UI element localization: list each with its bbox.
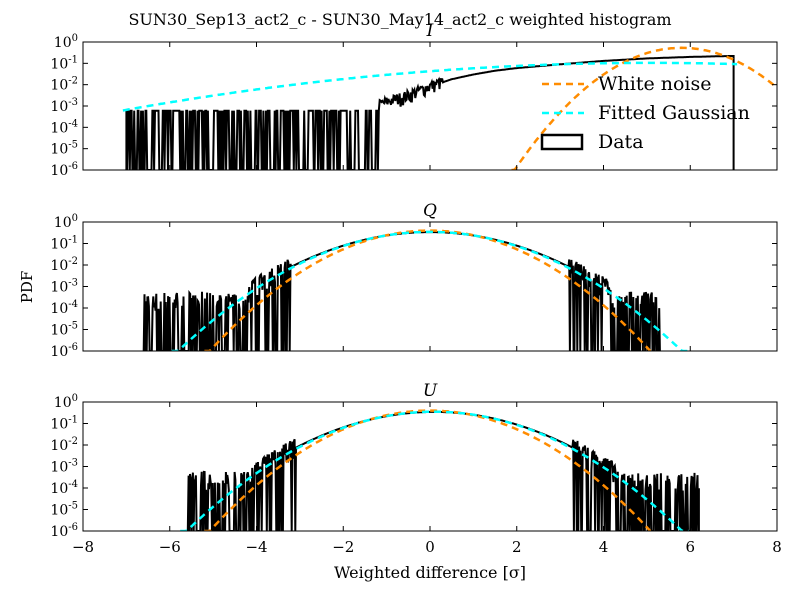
- y-tick-label: 10-1: [50, 54, 78, 72]
- legend-item-white-noise: White noise: [542, 73, 712, 95]
- legend-label: White noise: [598, 73, 712, 95]
- y-tick-label: 10-5: [50, 321, 78, 339]
- y-tick-label: 10-6: [50, 161, 78, 179]
- panels: I 100 10-1 10-2 10-3 10-4 10-5 10-6 Q 100 10-1 10-2…: [50, 21, 781, 556]
- panel-title: I: [426, 21, 434, 41]
- y-tick-label: 10-2: [50, 256, 78, 274]
- y-tick-label: 100: [54, 393, 78, 411]
- x-tick-label: 8: [772, 538, 782, 556]
- y-tick-label: 100: [54, 33, 78, 51]
- legend-swatch: [540, 133, 584, 151]
- y-tick-label: 100: [54, 213, 78, 231]
- y-tick-label: 10-4: [50, 299, 78, 317]
- y-tick-label: 10-4: [50, 118, 78, 136]
- fitted-gaussian-curve: [171, 230, 689, 351]
- y-tick-label: 10-1: [50, 235, 78, 253]
- data-series: [125, 55, 735, 170]
- white-noise-curve: [204, 229, 656, 351]
- y-tick-label: 10-2: [50, 76, 78, 94]
- data-series: [142, 231, 661, 351]
- panel-title: U: [423, 381, 438, 401]
- axes-frame: [82, 221, 778, 352]
- y-tick-label: 10-3: [50, 458, 78, 476]
- panel-q: Q 100 10-1 10-2 10-3 10-4 10-5 10-6: [50, 201, 778, 360]
- legend: White noise Fitted Gaussian Data: [540, 73, 750, 153]
- x-tick-label: −6: [159, 538, 181, 556]
- y-tick-label: 10-5: [50, 140, 78, 158]
- figure-suptitle: SUN30_Sep13_act2_c - SUN30_May14_act2_c …: [128, 10, 671, 29]
- panel-i: I 100 10-1 10-2 10-3 10-4 10-5 10-6: [50, 21, 778, 179]
- y-tick-label: 10-6: [50, 522, 78, 540]
- x-tick-label: 0: [425, 538, 435, 556]
- y-tick-label: 10-4: [50, 479, 78, 497]
- y-tick-label: 10-3: [50, 278, 78, 296]
- legend-item-fitted-gaussian: Fitted Gaussian: [542, 102, 750, 124]
- data-histogram: [180, 409, 700, 531]
- data-series: [186, 410, 700, 531]
- panel-u: U −8 −6 −4 −2 0 2 4 6 8 100 10-1 10-2 10-3 10-4 10-5 10-…: [50, 381, 781, 556]
- x-axis-label: Weighted difference [σ]: [334, 563, 526, 582]
- x-tick-label: −4: [245, 538, 267, 556]
- x-tick-label: 2: [512, 538, 522, 556]
- y-tick-label: 10-1: [50, 415, 78, 433]
- y-tick-label: 10-5: [50, 501, 78, 519]
- y-tick-label: 10-2: [50, 436, 78, 454]
- data-histogram: [142, 229, 689, 351]
- x-tick-label: −8: [72, 538, 94, 556]
- x-tick-label: 6: [685, 538, 695, 556]
- legend-item-data: Data: [540, 131, 644, 153]
- panel-title: Q: [423, 201, 437, 221]
- y-tick-label: 10-6: [50, 342, 78, 360]
- y-tick-label: 10-3: [50, 97, 78, 115]
- data-histogram: [122, 46, 777, 170]
- legend-label: Fitted Gaussian: [598, 102, 750, 124]
- white-noise-curve: [511, 46, 777, 170]
- x-tick-label: 4: [599, 538, 609, 556]
- x-tick-label: −2: [332, 538, 354, 556]
- y-axis-label: PDF: [18, 271, 36, 304]
- legend-label: Data: [598, 131, 644, 153]
- white-noise-curve: [204, 409, 656, 531]
- fitted-gaussian-curve: [180, 410, 689, 531]
